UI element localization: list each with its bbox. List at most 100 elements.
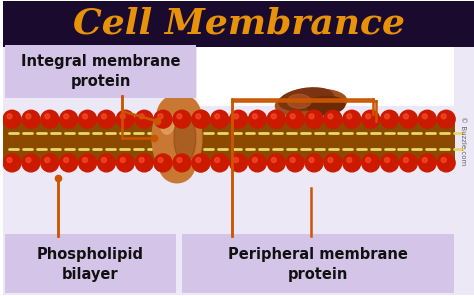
Ellipse shape	[160, 112, 174, 134]
Circle shape	[154, 110, 172, 128]
Circle shape	[26, 114, 31, 119]
Circle shape	[403, 114, 409, 119]
Circle shape	[196, 114, 201, 119]
Text: © Buzzle.com: © Buzzle.com	[460, 116, 466, 166]
Circle shape	[177, 114, 182, 119]
Circle shape	[267, 110, 285, 128]
Ellipse shape	[307, 96, 345, 114]
Circle shape	[79, 154, 97, 172]
Circle shape	[343, 154, 361, 172]
Circle shape	[64, 114, 69, 119]
Circle shape	[177, 114, 182, 119]
Circle shape	[211, 154, 228, 172]
Circle shape	[215, 114, 219, 119]
Circle shape	[309, 114, 314, 119]
Circle shape	[328, 157, 333, 163]
Circle shape	[158, 157, 163, 163]
Circle shape	[82, 114, 88, 119]
Circle shape	[347, 114, 352, 119]
Circle shape	[403, 157, 409, 163]
Text: Phospholipid
bilayer: Phospholipid bilayer	[37, 247, 144, 281]
Circle shape	[234, 157, 238, 163]
Circle shape	[365, 157, 371, 163]
Circle shape	[3, 154, 21, 172]
Circle shape	[422, 157, 427, 163]
Circle shape	[229, 110, 247, 128]
Circle shape	[98, 110, 115, 128]
Circle shape	[211, 110, 228, 128]
Circle shape	[365, 114, 371, 119]
Ellipse shape	[152, 96, 202, 180]
Circle shape	[154, 154, 172, 172]
Circle shape	[41, 110, 59, 128]
Ellipse shape	[279, 88, 333, 111]
Circle shape	[286, 110, 304, 128]
Circle shape	[192, 110, 210, 128]
Circle shape	[116, 154, 134, 172]
Circle shape	[158, 114, 163, 119]
Ellipse shape	[157, 94, 201, 136]
Circle shape	[26, 157, 31, 163]
Circle shape	[22, 154, 40, 172]
Circle shape	[309, 114, 314, 119]
Circle shape	[248, 154, 266, 172]
Circle shape	[441, 157, 446, 163]
FancyBboxPatch shape	[5, 234, 176, 293]
Circle shape	[286, 110, 304, 128]
Circle shape	[229, 154, 247, 172]
Circle shape	[271, 114, 276, 119]
Circle shape	[324, 154, 342, 172]
Ellipse shape	[174, 113, 196, 163]
Text: Cell Membrance: Cell Membrance	[73, 7, 404, 41]
Circle shape	[267, 110, 285, 128]
Circle shape	[324, 110, 342, 128]
Circle shape	[290, 114, 295, 119]
Circle shape	[328, 114, 333, 119]
Circle shape	[139, 157, 144, 163]
Circle shape	[381, 110, 399, 128]
Circle shape	[7, 114, 12, 119]
Circle shape	[22, 110, 40, 128]
Circle shape	[135, 110, 153, 128]
Text: Peripheral membrane
protein: Peripheral membrane protein	[228, 247, 408, 281]
Circle shape	[101, 157, 107, 163]
Circle shape	[120, 114, 125, 119]
Circle shape	[324, 110, 342, 128]
Circle shape	[45, 157, 50, 163]
Circle shape	[290, 114, 295, 119]
Text: Integral membrane
protein: Integral membrane protein	[21, 54, 180, 89]
Circle shape	[116, 110, 134, 128]
Circle shape	[158, 157, 163, 163]
Circle shape	[192, 110, 210, 128]
Circle shape	[215, 157, 219, 163]
Circle shape	[158, 114, 163, 119]
Circle shape	[60, 154, 78, 172]
Circle shape	[82, 157, 88, 163]
Ellipse shape	[159, 147, 195, 183]
Circle shape	[343, 110, 361, 128]
Circle shape	[135, 154, 153, 172]
Circle shape	[381, 154, 399, 172]
Bar	[3, 1, 474, 47]
Circle shape	[45, 114, 50, 119]
Circle shape	[79, 110, 97, 128]
Circle shape	[384, 114, 390, 119]
Circle shape	[3, 110, 21, 128]
Circle shape	[154, 154, 172, 172]
Circle shape	[286, 154, 304, 172]
FancyBboxPatch shape	[182, 234, 454, 293]
Circle shape	[139, 114, 144, 119]
Text: BUZZLE.COM: BUZZLE.COM	[111, 129, 293, 153]
Circle shape	[101, 114, 107, 119]
Ellipse shape	[275, 89, 346, 118]
Circle shape	[419, 154, 436, 172]
Circle shape	[362, 154, 380, 172]
Circle shape	[98, 154, 115, 172]
Circle shape	[305, 110, 323, 128]
Circle shape	[305, 110, 323, 128]
Circle shape	[437, 154, 455, 172]
Circle shape	[267, 154, 285, 172]
Circle shape	[234, 114, 238, 119]
Circle shape	[419, 110, 436, 128]
Circle shape	[196, 114, 201, 119]
